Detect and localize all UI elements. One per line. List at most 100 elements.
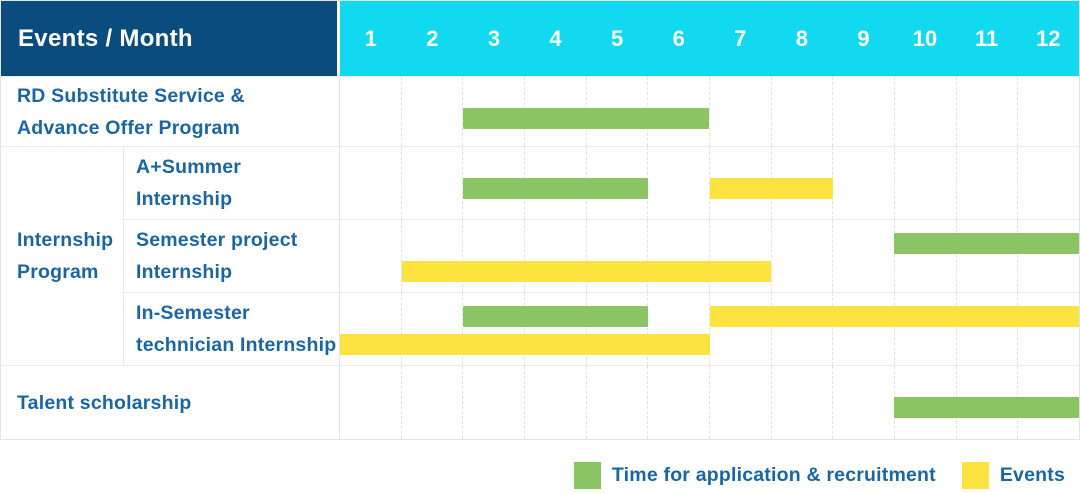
month-column <box>402 147 464 219</box>
month-column <box>833 147 896 219</box>
month-column <box>340 366 402 439</box>
legend-label: Events <box>999 463 1065 486</box>
header-title-cell: Events / Month <box>1 1 340 76</box>
month-column <box>1018 293 1079 365</box>
month-label: 4 <box>549 25 562 51</box>
month-column <box>402 366 464 439</box>
month-column <box>402 220 464 292</box>
month-label: 11 <box>974 25 999 51</box>
green-gantt-bar <box>463 178 648 199</box>
chart-row-a-plus-summer <box>340 146 1079 219</box>
month-column <box>710 293 772 365</box>
row-label-line: RD Substitute Service & <box>17 84 245 107</box>
month-column <box>772 293 834 365</box>
month-column <box>340 77 402 146</box>
month-label: 1 <box>364 25 377 51</box>
month-column <box>710 220 772 292</box>
month-column <box>772 147 834 219</box>
month-column <box>463 293 526 365</box>
month-column <box>957 77 1019 146</box>
row-label-line: Semester project <box>136 229 298 251</box>
month-column <box>463 220 526 292</box>
month-column <box>957 220 1019 292</box>
row-label-line: technician Internship <box>136 334 337 356</box>
month-column <box>587 293 649 365</box>
group-label-line: Program <box>17 261 99 283</box>
month-column <box>772 220 834 292</box>
row-label-in-semester-technician: In-Semester technician Internship <box>124 292 340 365</box>
month-column <box>833 77 896 146</box>
chart-row-talent-scholarship <box>340 365 1079 439</box>
month-column <box>895 77 957 146</box>
yellow-gantt-bar <box>709 178 833 199</box>
month-column <box>772 366 834 439</box>
month-column <box>1018 220 1079 292</box>
chart-row-semester-project <box>340 219 1079 292</box>
month-label: 12 <box>1035 25 1061 51</box>
month-column <box>463 366 526 439</box>
header-months-row: 1 2 3 4 5 6 7 8 9 10 11 12 <box>340 1 1079 76</box>
month-column <box>402 77 464 146</box>
green-gantt-bar <box>894 397 1079 418</box>
month-gridlines <box>340 77 1079 146</box>
month-column <box>402 293 464 365</box>
month-column <box>895 220 957 292</box>
yellow-gantt-bar <box>709 306 1079 327</box>
month-column <box>772 77 834 146</box>
legend-swatch-green <box>573 461 601 489</box>
month-column <box>648 147 711 219</box>
row-label-line: Talent scholarship <box>17 391 192 414</box>
row-label-line: A+Summer <box>136 156 242 178</box>
group-label-line: Internship <box>17 229 114 251</box>
legend: Time for application & recruitment Event… <box>0 460 1080 490</box>
green-gantt-bar <box>463 108 710 129</box>
month-label: 3 <box>487 25 501 51</box>
month-column <box>587 220 649 292</box>
month-label: 2 <box>426 25 439 51</box>
month-column <box>833 220 896 292</box>
month-column <box>525 366 587 439</box>
group-label-internship-program: Internship Program <box>1 146 124 365</box>
month-label: 9 <box>857 25 870 51</box>
month-column <box>648 220 711 292</box>
green-gantt-bar <box>894 233 1079 254</box>
month-column <box>1018 77 1079 146</box>
legend-swatch-yellow <box>961 461 989 489</box>
month-column <box>340 220 402 292</box>
chart-row-in-semester-technician <box>340 292 1079 365</box>
yellow-gantt-bar <box>401 261 772 282</box>
month-column <box>710 77 772 146</box>
month-column <box>710 366 772 439</box>
month-column <box>648 293 711 365</box>
month-label: 7 <box>734 25 747 51</box>
month-column <box>1018 147 1079 219</box>
row-label-talent-scholarship: Talent scholarship <box>1 365 340 439</box>
yellow-gantt-bar <box>340 334 710 355</box>
row-label-line: Internship <box>136 261 233 283</box>
month-label: 5 <box>610 25 624 51</box>
page-title: Events / Month <box>18 24 193 52</box>
chart-row-rd-substitute <box>340 76 1079 146</box>
month-column <box>895 293 957 365</box>
month-gridlines <box>340 293 1079 365</box>
row-label-line: Internship <box>136 188 233 210</box>
month-column <box>895 147 957 219</box>
row-label-semester-project: Semester project Internship <box>124 219 340 292</box>
green-gantt-bar <box>463 306 648 327</box>
legend-item-events: Events <box>961 461 1065 489</box>
row-label-a-plus-summer: A+Summer Internship <box>124 146 340 219</box>
month-column <box>833 293 896 365</box>
month-label: 10 <box>912 25 938 51</box>
month-column <box>525 220 587 292</box>
month-column <box>648 77 711 146</box>
month-column <box>587 366 649 439</box>
row-label-rd-substitute: RD Substitute Service & Advance Offer Pr… <box>1 76 340 146</box>
month-column <box>340 147 402 219</box>
month-column <box>957 293 1019 365</box>
row-label-line: Advance Offer Program <box>17 116 241 139</box>
month-label: 6 <box>672 25 685 51</box>
events-month-table: Events / Month 1 2 3 4 5 6 7 8 9 10 11 12 RD Substi… <box>0 0 1080 440</box>
legend-label: Time for application & recruitment <box>611 463 936 486</box>
month-label: 8 <box>795 25 808 51</box>
